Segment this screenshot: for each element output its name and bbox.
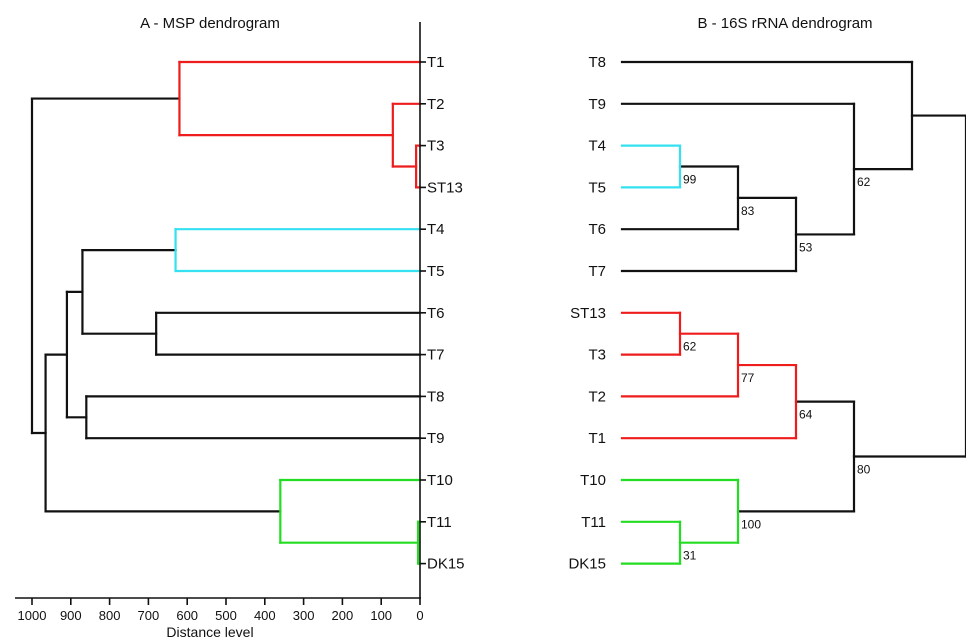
panel-b-bootstrap-4: 62 (683, 340, 697, 354)
panel-b-leaf-t1: T1 (588, 430, 606, 447)
panel-a-leaf-t5: T5 (427, 263, 445, 280)
panel-b-bootstrap-3: 53 (799, 240, 813, 254)
panel-b-bootstrap-9: 31 (683, 549, 697, 563)
panel-a-leaf-dk15: DK15 (427, 556, 465, 573)
panel-b-leaf-t5: T5 (588, 179, 606, 196)
panel-b-leaf-t9: T9 (588, 96, 606, 113)
panel-b-bootstrap-5: 77 (741, 371, 755, 385)
panel-a-leaf-t2: T2 (427, 96, 445, 113)
panel-b-leaf-t10: T10 (580, 472, 606, 489)
panel-b: B - 16S rRNA dendrogram T8 T9 T4 T5 T6 T7 ST13… (568, 15, 966, 573)
panel-a-tick-label: 300 (293, 608, 315, 623)
panel-b-leaf-t7: T7 (588, 263, 606, 280)
panel-b-bootstrap-1: 83 (741, 204, 755, 218)
panel-a-leaf-t7: T7 (427, 347, 445, 364)
panel-b-bootstrap-2: 62 (857, 175, 871, 189)
panel-a-tick-label: 600 (176, 608, 198, 623)
panel-a-tick-label: 500 (215, 608, 237, 623)
panel-b-leaf-t4: T4 (588, 138, 606, 155)
panel-b-bootstrap-6: 64 (799, 408, 813, 422)
panel-a-tick-label: 800 (99, 608, 121, 623)
panel-a-branches (30, 60, 422, 565)
panel-b-bootstrap-7: 80 (857, 462, 871, 476)
panel-a-tick-label: 100 (370, 608, 392, 623)
panel-b-leaf-t3: T3 (588, 347, 606, 364)
panel-b-leaf-t8: T8 (588, 54, 606, 71)
panel-a-tick-label: 1000 (18, 608, 47, 623)
panel-a-axis-ticks: 1000 900 800 700 600 500 400 300 200 100 0 (18, 598, 424, 623)
panel-a-leaf-t9: T9 (427, 430, 445, 447)
panel-b-bootstrap-values: 53 83 99 80 64 77 62 100 31 62 (683, 173, 871, 563)
panel-a-title: A - MSP dendrogram (140, 15, 280, 32)
panel-a-tick-label: 700 (138, 608, 160, 623)
panel-a-tick-label: 0 (416, 608, 423, 623)
panel-b-leaf-labels: T8 T9 T4 T5 T6 T7 ST13 T3 T2 T1 T10 T11 DK15 (568, 54, 606, 573)
panel-b-leaf-t2: T2 (588, 388, 606, 405)
panel-b-branches (620, 60, 966, 565)
panel-b-leaf-t6: T6 (588, 221, 606, 238)
panel-b-leaf-dk15: DK15 (568, 556, 606, 573)
panel-a-leaf-t8: T8 (427, 388, 445, 405)
panel-b-leaf-t11: T11 (581, 514, 606, 531)
panel-a-axis-title: Distance level (166, 624, 253, 640)
panel-a-leaf-t1: T1 (427, 54, 445, 71)
panel-a-leaf-labels: T1 T2 T3 ST13 T4 T5 T6 T7 T8 T9 T10 T11 DK15 (420, 54, 465, 573)
panel-b-bootstrap-0: 99 (683, 173, 697, 187)
panel-a-leaf-t3: T3 (427, 138, 445, 155)
panel-a-leaf-t11: T11 (427, 514, 452, 531)
panel-a-tick-label: 400 (254, 608, 276, 623)
panel-a-tick-label: 900 (60, 608, 82, 623)
panel-a-leaf-t4: T4 (427, 221, 445, 238)
panel-b-bootstrap-8: 100 (741, 517, 761, 531)
panel-a-leaf-t6: T6 (427, 305, 445, 322)
panel-a-tick-label: 200 (332, 608, 354, 623)
panel-b-title: B - 16S rRNA dendrogram (697, 15, 872, 32)
panel-a-leaf-t10: T10 (427, 472, 453, 489)
panel-a: A - MSP dendrogram 1000 900 800 700 600 500 40… (15, 15, 465, 640)
panel-a-leaf-st13: ST13 (427, 179, 463, 196)
panel-b-leaf-st13: ST13 (570, 305, 606, 322)
